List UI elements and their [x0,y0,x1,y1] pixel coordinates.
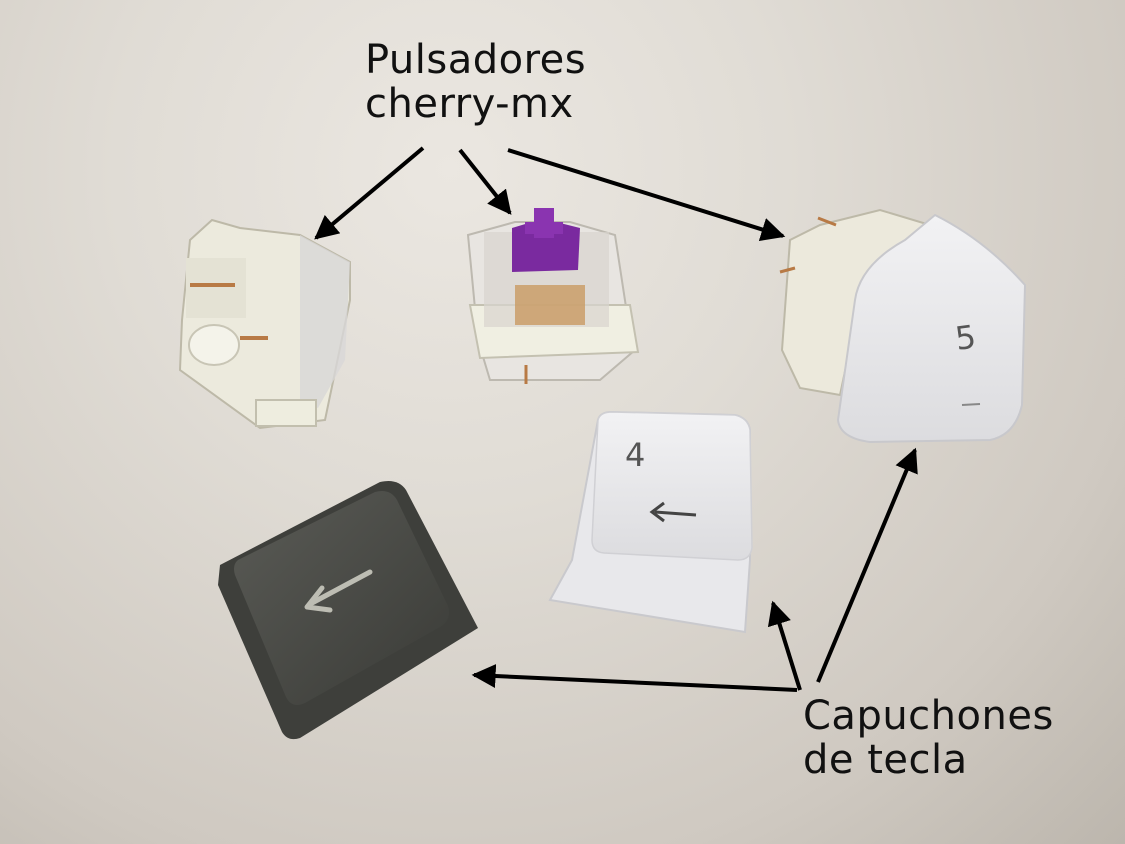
label-switches: Pulsadores cherry-mx [365,38,586,126]
label-keycaps-line2: de tecla [803,737,968,783]
label-switches-line2: cherry-mx [365,81,574,127]
keycap-dark [218,481,478,740]
switch-middle [466,208,640,384]
keycap-legend-4: 4 [625,436,645,474]
switch-left [178,218,351,430]
arrow-to-right-switch [507,148,786,242]
arrow-to-white-keycap-4 [767,600,802,691]
keycap-white-4: 4 [548,410,753,634]
label-keycaps: Capuchones de tecla [803,694,1054,782]
arrow-to-white-keycap-5 [816,447,918,683]
arrow-to-left-switch [314,146,425,240]
arrow-to-middle-switch [458,148,512,215]
keycap-white-5: 5 [836,213,1027,444]
label-keycaps-line1: Capuchones [803,693,1054,739]
arrow-to-dark-keycap [471,664,798,692]
label-switches-line1: Pulsadores [365,37,587,83]
